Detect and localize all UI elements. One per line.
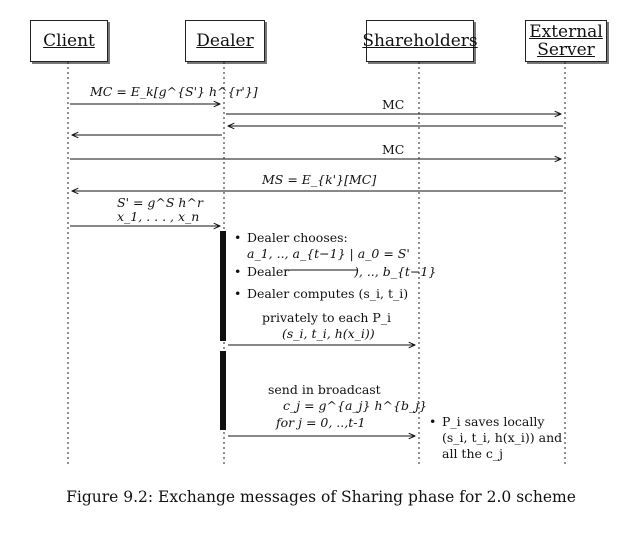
label-broadcast: send in broadcast <box>268 382 381 397</box>
label-broadcast-commit: c_j = g^{a_j} h^{b_j} <box>283 398 428 413</box>
actor-client-label: Client <box>43 31 95 51</box>
figure-caption: Figure 9.2: Exchange messages of Sharing… <box>66 488 576 506</box>
note-dealer-b-suffix: ), .., b_{t−1} <box>354 264 437 279</box>
label-mc-1: MC <box>382 97 405 112</box>
label-mc-encrypt: MC = E_k[g^{S'} h^{r'}] <box>90 84 258 99</box>
actor-external-server: External Server <box>525 20 607 62</box>
note-shareholder-line3: all the c_j <box>442 446 503 461</box>
note-shareholder-line1: P_i saves locally <box>442 414 545 429</box>
note-dealer-chooses-line2: a_1, .., a_{t−1} | a_0 = S' <box>247 246 410 261</box>
label-private-tuple: (s_i, t_i, h(x_i)) <box>282 326 375 341</box>
label-mc-2: MC <box>382 142 405 157</box>
actor-shareholders-label: Shareholders <box>362 31 478 51</box>
note-dealer-computes: Dealer computes (s_i, t_i) <box>234 286 408 302</box>
label-ms: MS = E_{k'}[MC] <box>262 172 377 187</box>
actor-shareholders: Shareholders <box>362 20 478 62</box>
actor-external-label-2: Server <box>537 40 595 60</box>
label-broadcast-range: for j = 0, ..,t-1 <box>276 415 366 430</box>
label-x-list: x_1, . . . , x_n <box>117 209 200 224</box>
note-shareholder-saves: P_i saves locally (s_i, t_i, h(x_i)) and… <box>429 414 563 462</box>
note-dealer-b-prefix: Dealer <box>247 264 290 279</box>
note-dealer-chooses-line1: Dealer chooses: <box>247 230 348 245</box>
actor-external-label-1: External <box>529 22 603 42</box>
actor-client: Client <box>30 20 108 62</box>
label-private: privately to each P_i <box>262 310 391 325</box>
label-s-prime: S' = g^S h^r <box>117 195 203 210</box>
actor-dealer: Dealer <box>185 20 265 62</box>
activation-bar-1 <box>220 231 226 341</box>
note-shareholder-line2: (s_i, t_i, h(x_i)) and <box>442 430 563 445</box>
note-dealer-chooses: Dealer chooses: a_1, .., a_{t−1} | a_0 =… <box>234 230 410 262</box>
actor-dealer-label: Dealer <box>196 31 254 51</box>
activation-bar-2 <box>220 351 226 430</box>
note-dealer-b: Dealer ), .., b_{t−1} <box>234 264 436 280</box>
